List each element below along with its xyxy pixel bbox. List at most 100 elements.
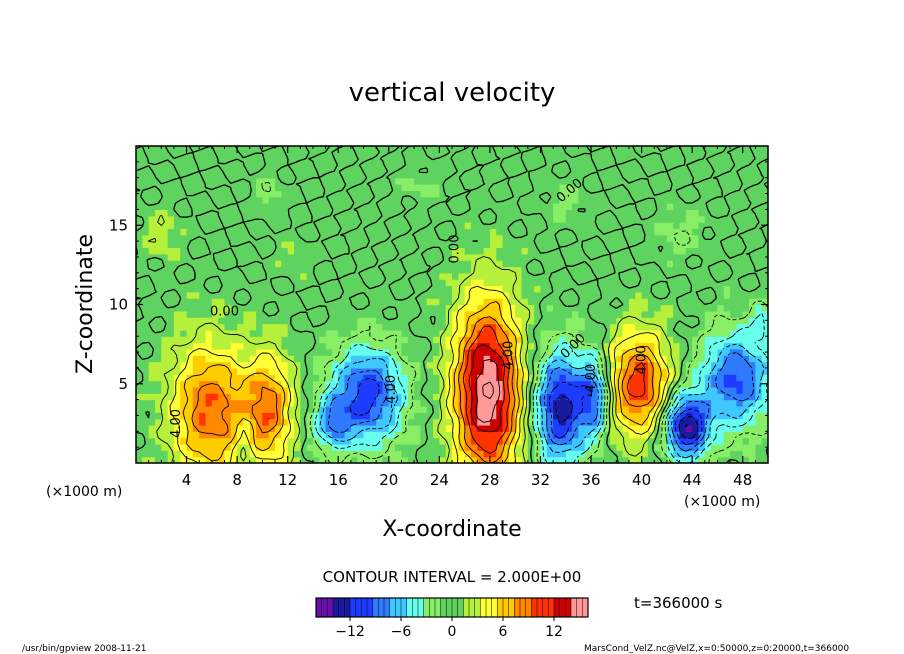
heatmap-cell: [730, 184, 737, 191]
heatmap-cell: [199, 412, 207, 420]
heatmap-cell: [572, 228, 579, 236]
heatmap-cell: [237, 399, 245, 407]
heatmap-cell: [654, 380, 662, 388]
heatmap-cell: [616, 310, 624, 318]
heatmap-cell: [578, 456, 586, 464]
heatmap-cell: [369, 184, 377, 191]
heatmap-cell: [243, 171, 251, 179]
heatmap-cell: [275, 336, 282, 344]
heatmap-cell: [679, 171, 687, 179]
heatmap-cell: [749, 310, 756, 318]
heatmap-cell: [584, 443, 592, 451]
heatmap-cell: [692, 405, 700, 413]
heatmap-cell: [647, 279, 655, 287]
heatmap-cell: [749, 234, 756, 242]
heatmap-cell: [205, 266, 213, 274]
heatmap-cell: [148, 418, 156, 426]
heatmap-cell: [218, 215, 226, 223]
heatmap-cell: [496, 355, 504, 363]
heatmap-cell: [357, 355, 365, 363]
heatmap-cell: [199, 165, 207, 172]
heatmap-cell: [470, 260, 478, 268]
heatmap-cell: [312, 367, 320, 375]
heatmap-cell: [742, 152, 750, 160]
heatmap-cell: [395, 443, 403, 451]
heatmap-cell: [338, 152, 346, 160]
heatmap-cell: [572, 355, 579, 363]
heatmap-cell: [218, 158, 226, 166]
heatmap-cell: [660, 171, 668, 179]
heatmap-cell: [414, 380, 421, 388]
heatmap-cell: [395, 253, 403, 261]
heatmap-cell: [452, 386, 459, 394]
heatmap-cell: [312, 228, 320, 236]
heatmap-cell: [736, 184, 744, 191]
heatmap-cell: [192, 209, 200, 217]
heatmap-cell: [685, 285, 693, 293]
heatmap-cell: [161, 355, 169, 363]
heatmap-cell: [205, 241, 213, 249]
heatmap-cell: [161, 285, 169, 293]
heatmap-cell: [142, 247, 150, 255]
heatmap-cell: [186, 323, 194, 331]
heatmap-cell: [180, 215, 188, 223]
heatmap-cell: [312, 158, 320, 166]
heatmap-cell: [483, 215, 491, 223]
heatmap-cell: [275, 266, 282, 274]
heatmap-cell: [275, 348, 282, 356]
heatmap-cell: [628, 260, 636, 268]
heatmap-cell: [755, 380, 763, 388]
heatmap-cell: [698, 367, 706, 375]
heatmap-cell: [685, 196, 693, 204]
heatmap-cell: [635, 310, 643, 318]
heatmap-cell: [388, 310, 396, 318]
heatmap-cell: [692, 253, 700, 261]
heatmap-cell: [464, 374, 472, 382]
heatmap-cell: [489, 310, 497, 318]
heatmap-cell: [249, 399, 257, 407]
heatmap-cell: [433, 184, 440, 191]
heatmap-cell: [736, 177, 744, 185]
heatmap-cell: [445, 247, 453, 255]
heatmap-cell: [666, 393, 674, 401]
heatmap-cell: [761, 329, 769, 337]
heatmap-cell: [414, 310, 421, 318]
heatmap-cell: [635, 253, 643, 261]
heatmap-cell: [268, 228, 276, 236]
heatmap-cell: [136, 158, 143, 166]
heatmap-cell: [749, 431, 756, 439]
heatmap-cell: [369, 215, 377, 223]
heatmap-cell: [357, 424, 365, 432]
heatmap-cell: [344, 418, 352, 426]
heatmap-cell: [319, 418, 327, 426]
heatmap-cell: [148, 196, 156, 204]
heatmap-cell: [395, 215, 403, 223]
heatmap-cell: [205, 405, 213, 413]
heatmap-cell: [717, 215, 725, 223]
heatmap-cell: [312, 399, 320, 407]
heatmap-cell: [515, 323, 523, 331]
heatmap-cell: [161, 171, 169, 179]
heatmap-cell: [186, 386, 194, 394]
heatmap-cell: [256, 336, 263, 344]
heatmap-cell: [325, 355, 333, 363]
heatmap-cell: [192, 386, 200, 394]
heatmap-cell: [382, 209, 390, 217]
heatmap-cell: [426, 184, 434, 191]
heatmap-cell: [224, 418, 232, 426]
heatmap-cell: [243, 190, 251, 198]
heatmap-cell: [515, 424, 523, 432]
heatmap-cell: [483, 310, 491, 318]
heatmap-cell: [382, 386, 390, 394]
heatmap-cell: [660, 317, 668, 325]
heatmap-cell: [256, 228, 263, 236]
heatmap-cell: [641, 190, 649, 198]
heatmap-cell: [742, 304, 750, 312]
heatmap-cell: [382, 253, 390, 261]
heatmap-cell: [502, 146, 510, 153]
heatmap-cell: [142, 196, 150, 204]
heatmap-cell: [211, 291, 219, 299]
heatmap-cell: [654, 146, 662, 153]
heatmap-cell: [414, 165, 421, 172]
heatmap-cell: [749, 203, 756, 210]
